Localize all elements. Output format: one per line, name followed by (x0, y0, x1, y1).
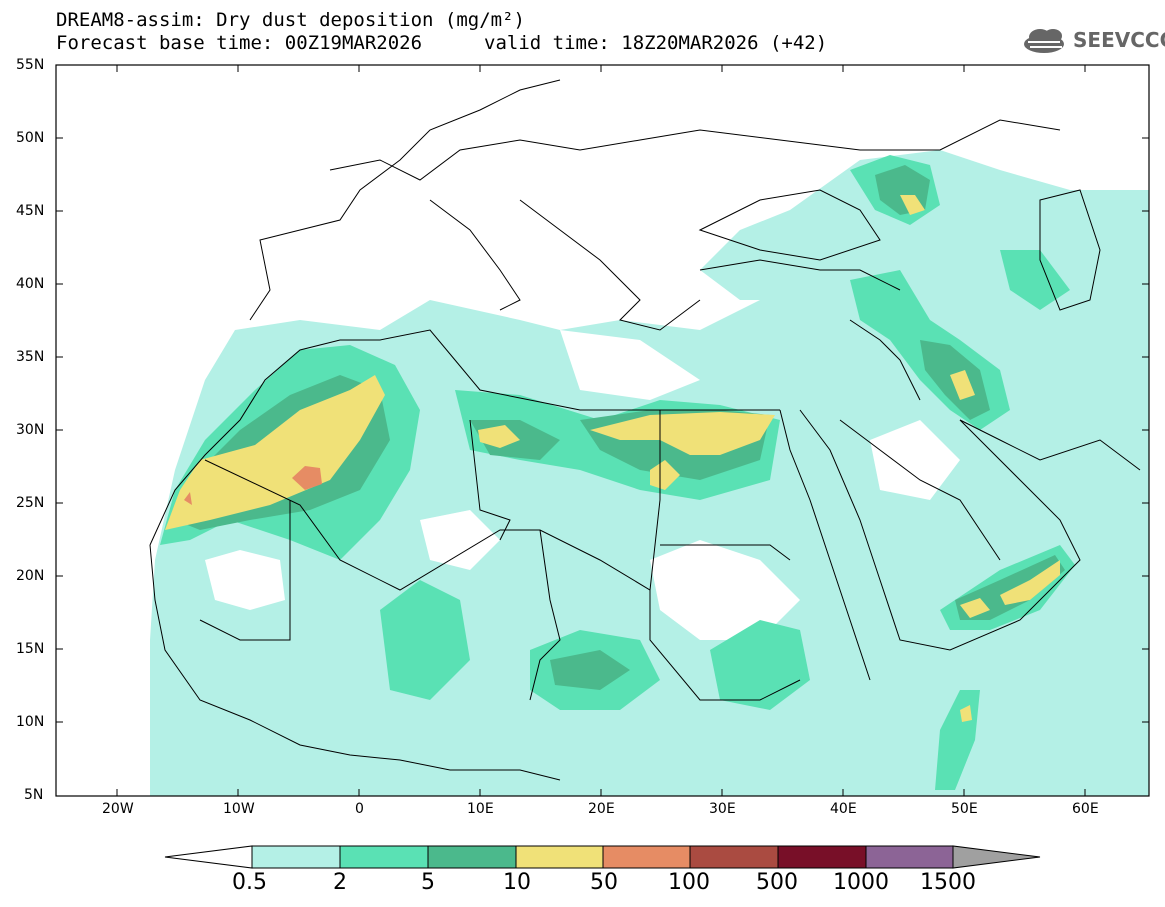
low-area-2 (650, 540, 800, 640)
contour-10-caspian (900, 195, 925, 215)
colorbar-box-6 (689, 845, 779, 869)
logo-text: SEEVCCC (1073, 28, 1165, 52)
colorbar-box-2 (339, 845, 429, 869)
italy (429, 199, 521, 311)
contour-50-coast (184, 492, 192, 505)
lat-label: 35N (16, 349, 45, 365)
caspian (1039, 189, 1101, 311)
balkans (519, 199, 701, 331)
deposition-field (150, 150, 1149, 796)
africa-north-coast (149, 329, 780, 546)
contour-5-chad (550, 650, 630, 690)
lat-label: 25N (16, 495, 45, 511)
turkey (699, 259, 901, 291)
lon-label: 0 (355, 801, 364, 817)
lat-label: 55N (16, 57, 45, 73)
red-sea-coast (779, 409, 871, 681)
lat-label: 45N (16, 203, 45, 219)
lat-label: 20N (16, 568, 45, 584)
contour-10-oman (1000, 560, 1060, 605)
colorbar-box-5 (602, 845, 691, 869)
lat-label: 10N (16, 714, 45, 730)
lon-label: 10W (223, 801, 255, 817)
coastlines (149, 79, 1141, 781)
contour-2-caucasus (1000, 250, 1070, 310)
colorbar-box-7 (777, 845, 867, 869)
borders-6 (649, 590, 801, 701)
colorbar-label: 5 (421, 870, 435, 895)
contour-10-somalia (960, 705, 972, 722)
gulf (959, 419, 1141, 471)
lat-label: 15N (16, 641, 45, 657)
low-area-3 (870, 420, 960, 500)
contour-10-iraq (950, 370, 975, 400)
contour-10-yemen (960, 598, 990, 618)
colorbar-label: 1000 (833, 870, 889, 895)
lon-label: 10E (467, 801, 494, 817)
europe-coast (249, 79, 561, 321)
lon-label: 50E (951, 801, 978, 817)
borders-1 (204, 410, 661, 591)
lon-label: 40E (830, 801, 857, 817)
black-sea (698, 189, 881, 261)
lon-label: 30E (709, 801, 736, 817)
borders-2 (660, 544, 791, 561)
contour-50-algeria (292, 466, 322, 490)
borders-3 (199, 500, 291, 641)
colorbar-box-3 (427, 845, 517, 869)
colorbar-box-1 (251, 845, 341, 869)
colorbar-label: 100 (668, 870, 710, 895)
contour-10-morocco (165, 375, 385, 530)
valid-time: valid time: 18Z20MAR2026 (+42) (484, 32, 828, 54)
lat-label: 50N (16, 130, 45, 146)
arabia-coast (799, 409, 1081, 651)
borders-5 (529, 529, 561, 701)
contour-2-sahel (380, 580, 470, 700)
colorbar-under-triangle (164, 845, 253, 869)
colorbar-label: 2 (333, 870, 347, 895)
colorbar-label: 0.5 (232, 870, 267, 895)
seevccc-logo (1024, 29, 1064, 53)
colorbar-over-triangle (952, 845, 1041, 869)
colorbar-box-8 (865, 845, 954, 869)
lat-label: 30N (16, 422, 45, 438)
borders-europe (329, 119, 1061, 181)
lat-label: 5N (24, 787, 44, 803)
borders-8 (849, 319, 921, 401)
colorbar-label: 1500 (920, 870, 976, 895)
colorbar (164, 845, 1041, 869)
forecast-base-time: Forecast base time: 00Z19MAR2026 (56, 32, 423, 54)
borders-7 (839, 419, 1001, 561)
chart-title: DREAM8-assim: Dry dust deposition (mg/m²… (56, 9, 525, 31)
lon-label: 20W (102, 801, 134, 817)
lat-ticks (56, 137, 1149, 723)
colorbar-box-4 (515, 845, 604, 869)
borders-4 (469, 419, 511, 541)
low-area-4 (420, 510, 500, 570)
low-area-5 (560, 330, 700, 400)
contour-10-egypt (590, 412, 775, 455)
contour-10-libya (478, 425, 520, 448)
contour-10-egypt-south (650, 460, 680, 490)
lat-label: 40N (16, 276, 45, 292)
low-area-1 (205, 550, 285, 610)
west-africa-coast (149, 544, 561, 781)
lon-ticks (116, 65, 1086, 796)
lon-label: 60E (1072, 801, 1099, 817)
colorbar-label: 50 (590, 870, 618, 895)
lon-label: 20E (588, 801, 615, 817)
colorbar-label: 10 (503, 870, 531, 895)
colorbar-label: 500 (756, 870, 798, 895)
